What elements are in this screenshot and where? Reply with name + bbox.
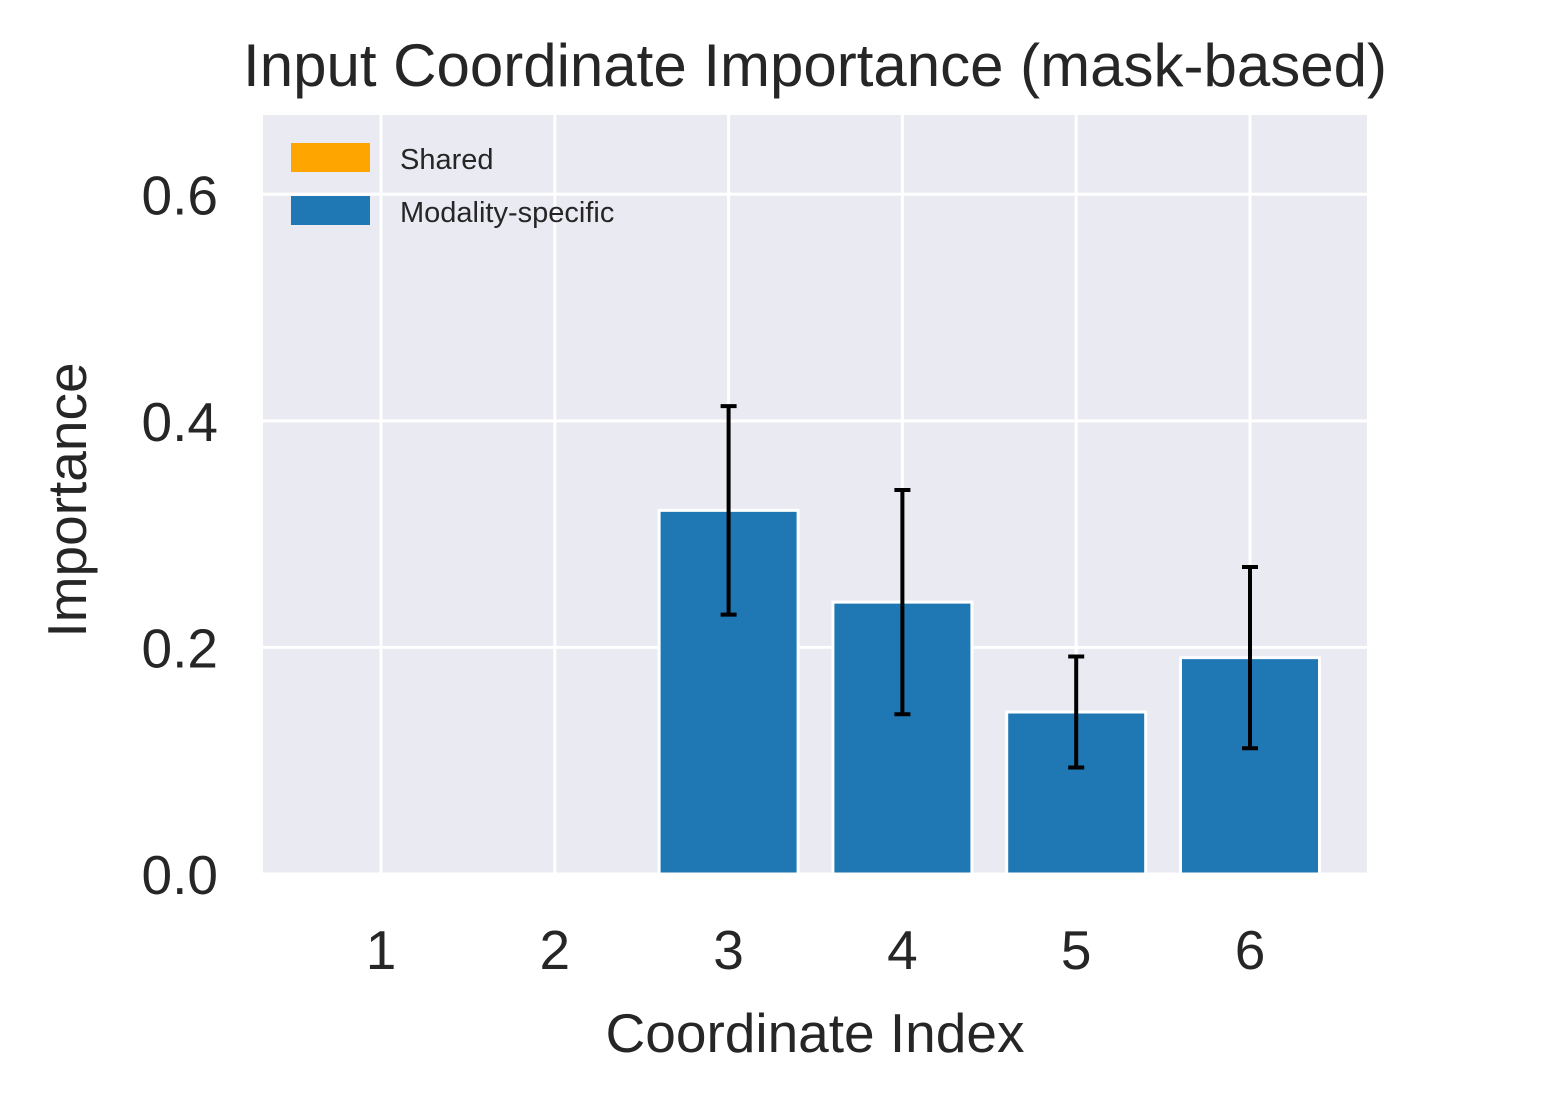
x-tick-label: 6 xyxy=(1235,919,1266,981)
chart-title: Input Coordinate Importance (mask-based) xyxy=(243,32,1387,99)
x-axis-ticks: 1 2 3 4 5 6 xyxy=(366,919,1266,981)
x-tick-label: 2 xyxy=(540,919,571,981)
error-bars xyxy=(720,404,1258,770)
y-axis-label: Importance xyxy=(36,362,98,637)
y-tick-label: 0.6 xyxy=(142,164,218,226)
error-bar-4 xyxy=(894,487,911,717)
bar-modality-specific-4 xyxy=(831,600,974,876)
legend-label-modality-specific: Modality-specific xyxy=(400,197,614,229)
legend: Shared Modality-specific xyxy=(291,143,614,229)
y-axis-ticks: 0.0 0.2 0.4 0.6 xyxy=(142,164,218,906)
error-bar-6 xyxy=(1242,565,1258,751)
x-tick-label: 5 xyxy=(1061,919,1092,981)
error-bar-5 xyxy=(1068,654,1085,770)
legend-swatch-shared xyxy=(291,143,370,172)
x-tick-label: 3 xyxy=(713,919,744,981)
x-tick-label: 4 xyxy=(887,919,918,981)
y-tick-label: 0.4 xyxy=(142,391,218,453)
y-tick-label: 0.0 xyxy=(142,844,218,906)
error-bar-3 xyxy=(720,404,737,617)
legend-label-shared: Shared xyxy=(400,144,494,176)
x-tick-label: 1 xyxy=(366,919,397,981)
legend-swatch-modality-specific xyxy=(291,196,370,225)
x-axis-label: Coordinate Index xyxy=(606,1002,1025,1064)
y-tick-label: 0.2 xyxy=(142,617,218,679)
